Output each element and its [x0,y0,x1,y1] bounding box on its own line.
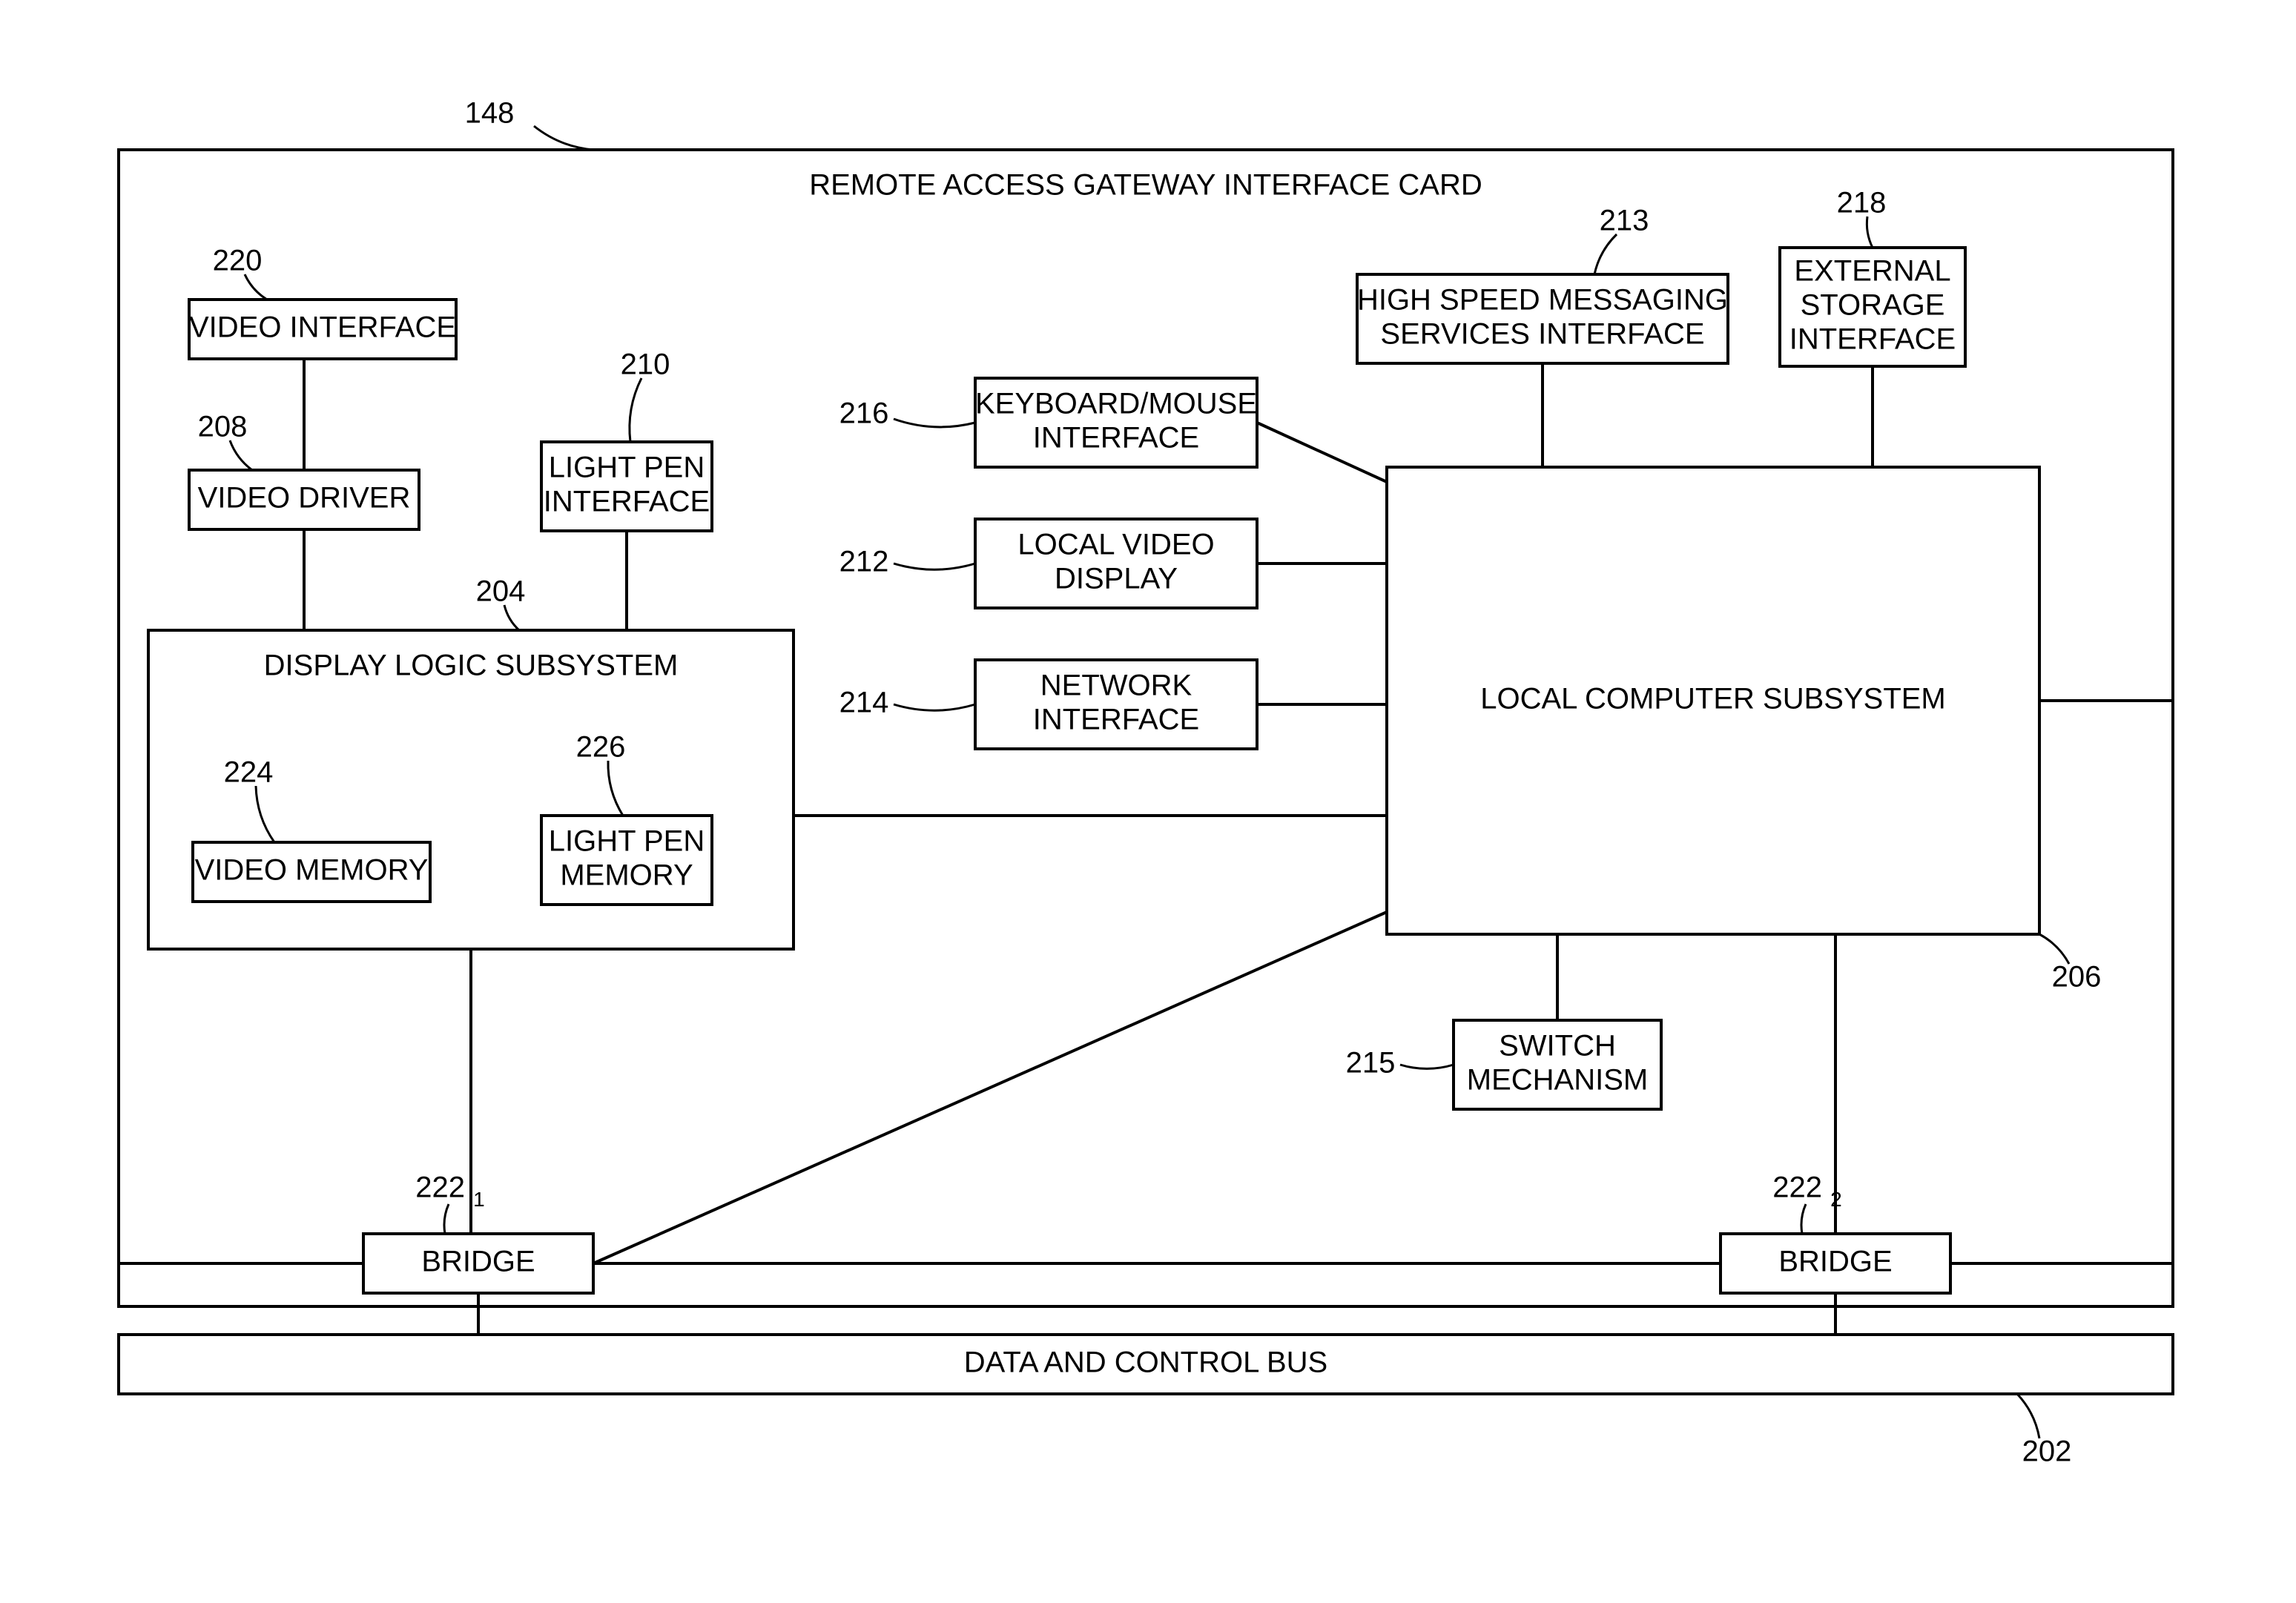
svg-text:EXTERNAL: EXTERNAL [1794,255,1950,288]
svg-text:VIDEO INTERFACE: VIDEO INTERFACE [189,311,456,344]
svg-text:224: 224 [224,756,274,789]
svg-text:NETWORK: NETWORK [1040,670,1192,702]
svg-text:208: 208 [198,411,248,443]
svg-text:LOCAL COMPUTER SUBSYSTEM: LOCAL COMPUTER SUBSYSTEM [1480,683,1946,715]
svg-text:VIDEO MEMORY: VIDEO MEMORY [195,854,429,887]
svg-text:148: 148 [465,97,515,130]
svg-text:DISPLAY: DISPLAY [1055,563,1178,595]
svg-text:220: 220 [213,245,263,277]
svg-text:206: 206 [2052,961,2102,994]
svg-text:INTERFACE: INTERFACE [1033,422,1199,455]
svg-text:213: 213 [1600,205,1649,237]
svg-text:LIGHT PEN: LIGHT PEN [549,452,705,484]
svg-text:MECHANISM: MECHANISM [1467,1064,1648,1097]
svg-text:INTERFACE: INTERFACE [1033,704,1199,736]
svg-text:214: 214 [839,687,889,719]
svg-text:SERVICES INTERFACE: SERVICES INTERFACE [1380,318,1704,351]
svg-text:216: 216 [839,397,889,430]
svg-text:INTERFACE: INTERFACE [1789,323,1956,356]
svg-text:MEMORY: MEMORY [560,859,693,892]
svg-text:KEYBOARD/MOUSE: KEYBOARD/MOUSE [975,388,1257,420]
svg-text:226: 226 [576,731,626,764]
svg-text:INTERFACE: INTERFACE [544,486,710,518]
remote-access-gateway-diagram: REMOTE ACCESS GATEWAY INTERFACE CARD DISP… [0,0,2296,1603]
svg-text:HIGH SPEED MESSAGING: HIGH SPEED MESSAGING [1357,284,1728,317]
svg-text:215: 215 [1346,1047,1396,1080]
svg-text:VIDEO DRIVER: VIDEO DRIVER [198,482,411,515]
svg-text:202: 202 [2022,1435,2072,1468]
svg-text:DISPLAY LOGIC SUBSYSTEM: DISPLAY LOGIC SUBSYSTEM [264,650,679,682]
svg-text:LIGHT PEN: LIGHT PEN [549,825,705,858]
svg-text:212: 212 [839,546,889,578]
svg-text:SWITCH: SWITCH [1499,1030,1616,1062]
svg-text:LOCAL VIDEO: LOCAL VIDEO [1017,529,1214,561]
svg-text:204: 204 [476,575,526,608]
svg-text:218: 218 [1837,187,1887,219]
svg-text:BRIDGE: BRIDGE [421,1246,535,1278]
svg-text:DATA AND CONTROL BUS: DATA AND CONTROL BUS [964,1346,1327,1379]
svg-text:210: 210 [621,348,670,381]
svg-text:BRIDGE: BRIDGE [1778,1246,1892,1278]
svg-text:STORAGE: STORAGE [1801,289,1945,322]
svg-text:REMOTE ACCESS GATEWAY INTERFAC: REMOTE ACCESS GATEWAY INTERFACE CARD [809,169,1482,202]
